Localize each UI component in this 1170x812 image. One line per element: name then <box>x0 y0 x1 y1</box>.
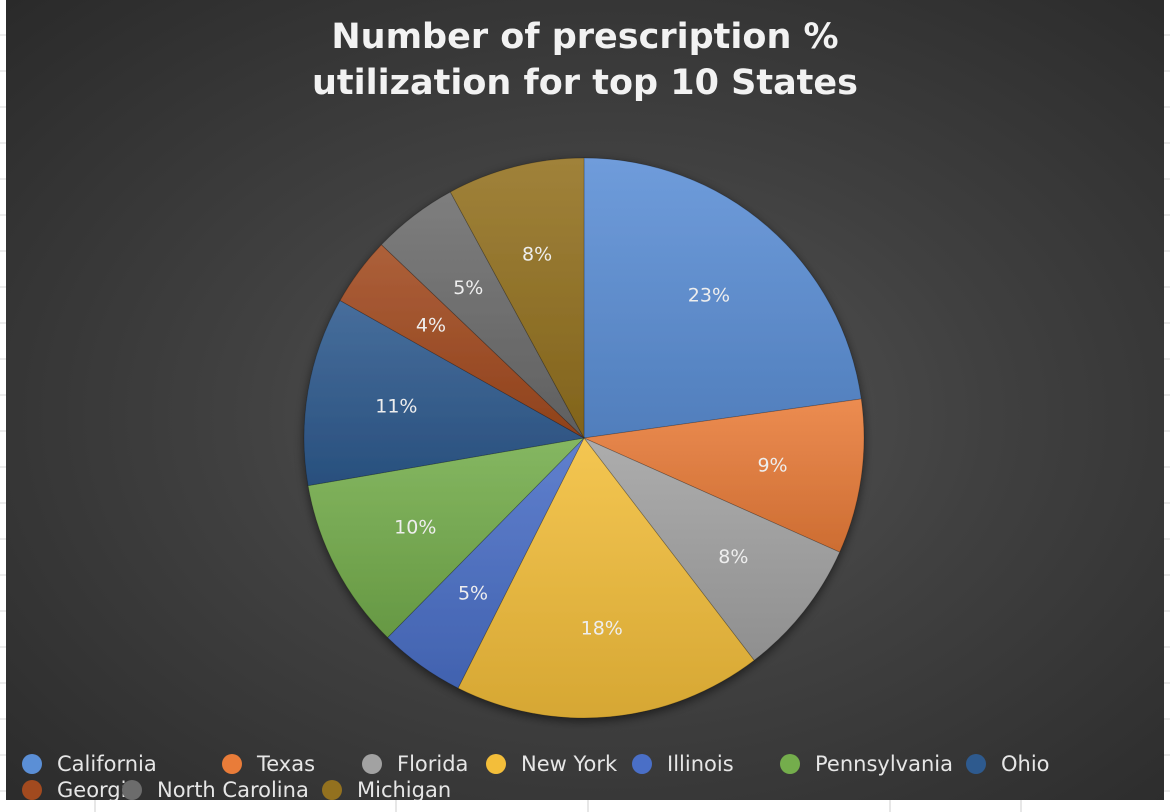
pie-slice-florida[interactable] <box>583 437 841 661</box>
legend-label: Illinois <box>667 752 734 776</box>
legend-label: Texas <box>257 752 316 776</box>
chart-title-line-1: Number of prescription % <box>331 17 839 57</box>
legend-swatch <box>362 754 382 774</box>
chart-title: Number of prescription % utilization for… <box>6 14 1164 106</box>
chart-legend: California Texas Florida New York Illinois Pe… <box>22 752 1162 800</box>
data-label-texas: 9% <box>757 455 787 477</box>
data-label-michigan: 8% <box>522 243 552 265</box>
pie-slice-texas[interactable] <box>582 398 865 553</box>
pie-slice-ohio[interactable] <box>303 299 586 487</box>
legend-item-california[interactable]: California <box>22 752 222 776</box>
chart-title-line-2: utilization for top 10 States <box>312 63 858 103</box>
legend-item-pennsylvania[interactable]: Pennsylvania <box>780 752 966 776</box>
legend-label: Pennsylvania <box>815 752 953 776</box>
legend-swatch <box>222 754 242 774</box>
legend-item-georgia[interactable]: Georgia <box>22 778 139 800</box>
legend-label: Florida <box>397 752 469 776</box>
legend-item-north-carolina[interactable]: North Carolina <box>122 778 322 800</box>
chart-area[interactable]: Number of prescription % utilization for… <box>6 0 1164 800</box>
pie-slice-pennsylvania[interactable] <box>307 437 586 639</box>
legend-swatch <box>22 754 42 774</box>
legend-label: New York <box>521 752 618 776</box>
legend-item-florida[interactable]: Florida <box>362 752 486 776</box>
pie-chart: 23% 9% 8% 18% 5% 10% 11% 4% 5% 8% <box>303 157 865 719</box>
pie-slice-new-york[interactable] <box>457 437 755 719</box>
legend-label: Ohio <box>1001 752 1050 776</box>
legend-swatch <box>322 780 342 800</box>
legend-item-texas[interactable]: Texas <box>222 752 362 776</box>
legend-swatch <box>22 780 42 800</box>
data-label-ohio: 11% <box>375 396 417 418</box>
legend-item-michigan[interactable]: Michigan <box>322 778 462 800</box>
data-label-florida: 8% <box>718 546 748 568</box>
legend-label: Michigan <box>357 778 452 800</box>
legend-item-new-york[interactable]: New York <box>486 752 632 776</box>
data-label-georgia: 4% <box>416 315 446 337</box>
legend-label: California <box>57 752 157 776</box>
legend-label: Georgia <box>57 778 140 800</box>
legend-label: North Carolina <box>157 778 309 800</box>
data-label-pennsylvania: 10% <box>394 516 436 538</box>
data-label-north-carolina: 5% <box>453 277 483 299</box>
data-label-california: 23% <box>688 284 730 306</box>
pie-slice-california[interactable] <box>583 157 862 439</box>
pie-slices <box>303 157 865 719</box>
legend-swatch <box>632 754 652 774</box>
legend-swatch <box>780 754 800 774</box>
legend-swatch <box>122 780 142 800</box>
legend-item-illinois[interactable]: Illinois <box>632 752 780 776</box>
data-label-illinois: 5% <box>458 583 488 605</box>
pie-slice-michigan[interactable] <box>449 157 585 439</box>
legend-item-ohio[interactable]: Ohio <box>966 752 1066 776</box>
legend-swatch <box>486 754 506 774</box>
legend-swatch <box>966 754 986 774</box>
data-label-new-york: 18% <box>581 618 623 640</box>
